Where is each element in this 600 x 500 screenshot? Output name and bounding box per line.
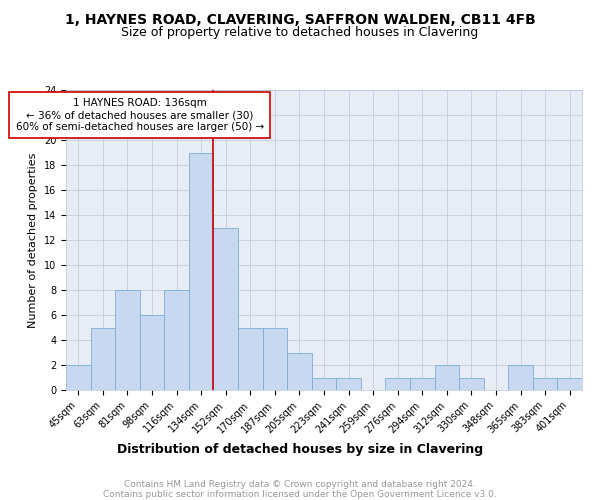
Text: 1 HAYNES ROAD: 136sqm
← 36% of detached houses are smaller (30)
60% of semi-deta: 1 HAYNES ROAD: 136sqm ← 36% of detached … (16, 98, 264, 132)
Bar (410, 378, 434, 390)
Bar (91, 328, 115, 390)
Y-axis label: Number of detached properties: Number of detached properties (28, 152, 38, 328)
Bar (557, 378, 582, 390)
Bar (140, 315, 164, 390)
Bar (434, 365, 459, 390)
Bar (189, 152, 214, 390)
Bar (459, 378, 484, 390)
Bar (66, 365, 91, 390)
Bar (164, 290, 189, 390)
Bar (385, 378, 410, 390)
Bar (238, 328, 263, 390)
Bar (287, 352, 312, 390)
Bar (533, 378, 557, 390)
Bar (336, 378, 361, 390)
Bar (115, 290, 140, 390)
Text: Size of property relative to detached houses in Clavering: Size of property relative to detached ho… (121, 26, 479, 39)
Text: 1, HAYNES ROAD, CLAVERING, SAFFRON WALDEN, CB11 4FB: 1, HAYNES ROAD, CLAVERING, SAFFRON WALDE… (65, 12, 535, 26)
Bar (214, 228, 238, 390)
Text: Contains HM Land Registry data © Crown copyright and database right 2024.
Contai: Contains HM Land Registry data © Crown c… (103, 480, 497, 500)
Bar (263, 328, 287, 390)
Bar (312, 378, 336, 390)
Bar (508, 365, 533, 390)
Text: Distribution of detached houses by size in Clavering: Distribution of detached houses by size … (117, 442, 483, 456)
